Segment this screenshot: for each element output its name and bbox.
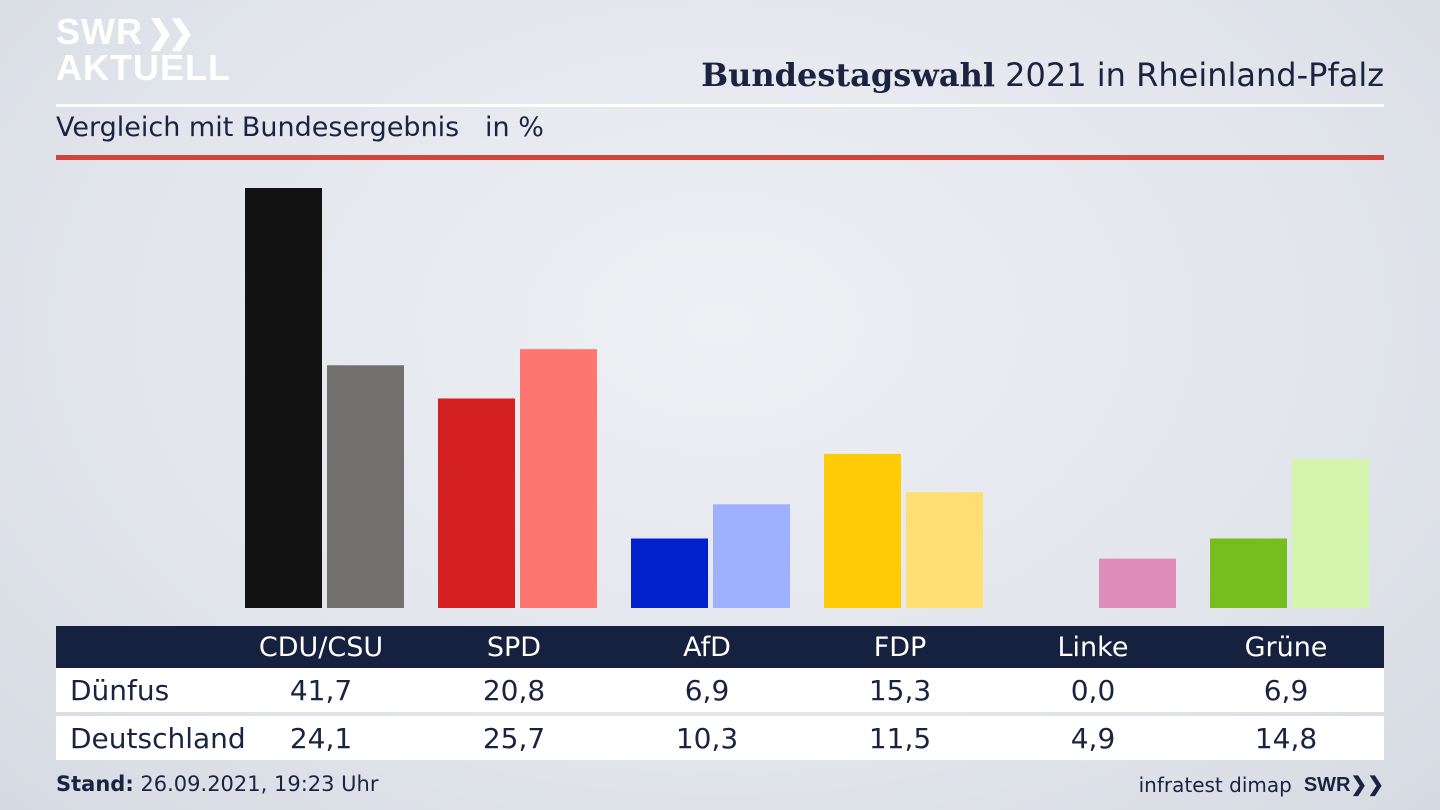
table-cell: 6,9 [684, 673, 730, 707]
brand-text: SWR [1303, 774, 1351, 796]
timestamp: Stand: 26.09.2021, 19:23 Uhr [56, 772, 379, 796]
bar-grüne-national [1292, 458, 1369, 608]
swr-aktuell-logo: SWR ❯❯ AKTUELL [56, 14, 231, 86]
column-header: AfD [683, 631, 731, 663]
logo-line1: SWR [56, 11, 143, 52]
logo-line2: AKTUELL [56, 47, 231, 88]
table-cell: 11,5 [868, 721, 932, 755]
row-label: Deutschland [70, 721, 246, 755]
table-cell: 6,9 [1263, 673, 1309, 707]
swr-brand: SWR❯❯ [1304, 772, 1384, 797]
bar-fdp-national [906, 492, 983, 608]
stand-value: 26.09.2021, 19:23 Uhr [133, 772, 379, 796]
bar-chart [245, 188, 1369, 608]
table-row: Deutschland 24,1 25,7 10,3 11,5 4,9 14,8 [56, 716, 1384, 760]
table-cell: 10,3 [675, 721, 739, 755]
bar-spd-local [438, 398, 515, 608]
bar-fdp-local [824, 453, 901, 608]
table-cell: 4,9 [1070, 721, 1116, 755]
table-cell: 15,3 [868, 673, 932, 707]
bar-cdu-csu-local [245, 188, 322, 608]
column-header: SPD [486, 631, 542, 663]
page-title: Bundestagswahl 2021 in Rheinland-Pfalz [701, 56, 1384, 94]
column-header: Grüne [1244, 631, 1328, 663]
results-table: CDU/CSU SPD AfD FDP Linke Grüne Dünfus 41,7 20… [56, 626, 1384, 760]
bar-linke-national [1099, 558, 1176, 608]
table-header: CDU/CSU SPD AfD FDP Linke Grüne [56, 626, 1384, 668]
table-cell: 25,7 [482, 721, 546, 755]
chevrons-icon: ❯❯ [147, 14, 195, 50]
chevrons-icon: ❯❯ [1350, 774, 1384, 796]
source-text: infratest dimap [1138, 772, 1292, 797]
stand-label: Stand: [56, 772, 134, 796]
bar-spd-national [520, 349, 597, 608]
column-header: FDP [873, 631, 927, 663]
bar-grüne-local [1210, 538, 1287, 608]
table-cell: 41,7 [289, 673, 353, 707]
table-cell: 20,8 [482, 673, 546, 707]
column-header: CDU/CSU [258, 631, 384, 663]
accent-divider [56, 155, 1384, 160]
column-header: Linke [1057, 631, 1129, 663]
source-credit: infratest dimap SWR❯❯ [1139, 772, 1384, 797]
table-cell: 24,1 [289, 721, 353, 755]
bar-afd-national [713, 504, 790, 608]
bar-cdu-csu-national [327, 365, 404, 608]
bar-afd-local [631, 538, 708, 608]
title-rest: 2021 in Rheinland-Pfalz [995, 56, 1384, 94]
title-bold: Bundestagswahl [701, 56, 995, 94]
table-cell: 0,0 [1070, 673, 1116, 707]
row-label: Dünfus [70, 673, 170, 707]
title-divider [56, 104, 1384, 107]
table-row: Dünfus 41,7 20,8 6,9 15,3 0,0 6,9 [56, 668, 1384, 712]
chart-subtitle: Vergleich mit Bundesergebnis in % [56, 112, 544, 143]
table-cell: 14,8 [1254, 721, 1318, 755]
